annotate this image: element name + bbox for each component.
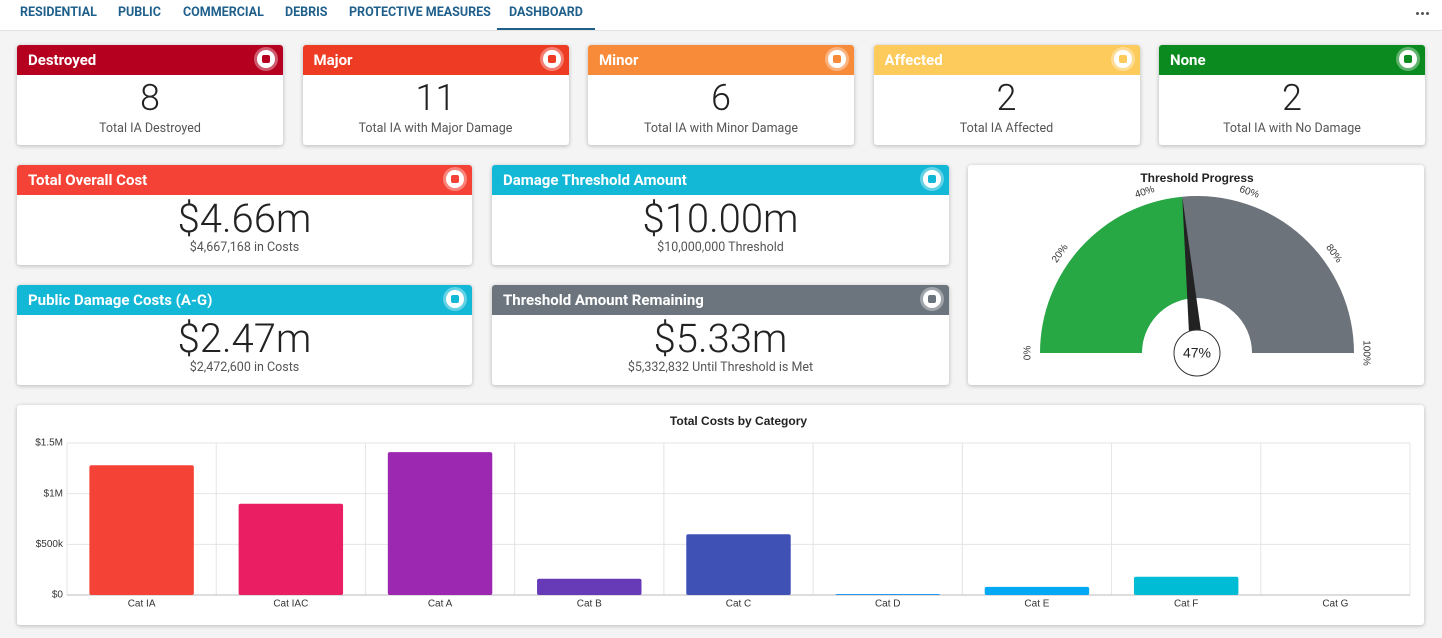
gauge-tick-label: 60%: [1238, 184, 1261, 201]
card-count: 6: [711, 77, 731, 119]
gauge-fill: [1040, 196, 1192, 353]
card-caption: Total IA Destroyed: [99, 121, 201, 136]
x-tick-label: Cat E: [1024, 599, 1049, 610]
card-detail: $10,000,000 Threshold: [657, 240, 784, 255]
card-amount: $10.00m: [642, 195, 799, 242]
card-count: 2: [996, 77, 1017, 119]
card-caption: Total IA with Minor Damage: [643, 121, 799, 136]
bar: [537, 578, 642, 595]
card-title: None: [1170, 51, 1206, 69]
card-title: Major: [313, 51, 353, 69]
card-icon: [257, 50, 275, 68]
chart-title: Total Costs by Category: [670, 414, 807, 428]
card-count: 8: [140, 77, 160, 119]
x-tick-label: Cat G: [1322, 599, 1348, 610]
status-card: Destroyed 8 Total IA Destroyed: [17, 45, 283, 145]
card-icon: [1113, 50, 1132, 68]
tab[interactable]: PUBLIC: [118, 5, 161, 20]
tab[interactable]: RESIDENTIAL: [20, 5, 97, 20]
card-title: Minor: [599, 51, 639, 69]
bar: [89, 465, 194, 595]
card-detail: $4,667,168 in Costs: [189, 240, 300, 255]
card-caption: Total IA Affected: [959, 121, 1054, 136]
card-header: Threshold Amount Remaining: [492, 285, 949, 315]
y-tick-label: $1.5M: [35, 438, 63, 449]
card-header: Damage Threshold Amount: [492, 165, 949, 195]
card-caption: Total IA with No Damage: [1223, 121, 1361, 136]
x-tick-label: Cat IA: [128, 599, 156, 610]
cost-card: Total Overall Cost $4.66m $4,667,168 in Co…: [17, 165, 472, 265]
card-header: Destroyed: [17, 45, 283, 75]
card-count: 2: [1282, 77, 1302, 119]
x-tick-label: Cat A: [428, 599, 453, 610]
card-detail: $5,332,832 Until Threshold is Met: [627, 360, 814, 375]
card-caption: Total IA with Major Damage: [358, 121, 513, 136]
card-header: Total Overall Cost: [17, 165, 472, 195]
card-header: Affected: [873, 45, 1140, 75]
more-menu[interactable]: [1416, 12, 1430, 16]
x-tick-label: Cat C: [726, 599, 752, 610]
card-title: Destroyed: [28, 51, 97, 69]
tab[interactable]: DEBRIS: [285, 5, 328, 20]
card-header: Major: [302, 45, 569, 75]
card-title: Affected: [884, 51, 943, 69]
x-tick-label: Cat IAC: [273, 599, 308, 610]
tab[interactable]: COMMERCIAL: [183, 5, 264, 20]
bar: [1133, 576, 1239, 595]
card-header: None: [1159, 45, 1425, 75]
cost-card: Damage Threshold Amount $10.00m $10,000,00…: [492, 165, 949, 265]
card-icon: [446, 170, 464, 188]
bar: [984, 586, 1090, 595]
card-header: Minor: [588, 45, 854, 75]
y-tick-label: $1M: [44, 488, 63, 499]
card-icon: [542, 50, 561, 68]
status-card: None 2 Total IA with No Damage: [1159, 45, 1425, 145]
x-tick-label: Cat B: [577, 599, 602, 610]
card-icon: [828, 50, 846, 68]
gauge-value: 47%: [1183, 345, 1211, 361]
card-amount: $5.33m: [653, 315, 788, 362]
gauge-needle: [1182, 196, 1204, 354]
x-tick-label: Cat D: [875, 599, 901, 610]
cost-card: Public Damage Costs (A-G) $2.47m $2,472,60…: [17, 285, 472, 385]
cost-card: Threshold Amount Remaining $5.33m $5,332,8…: [492, 285, 949, 385]
card-amount: $2.47m: [177, 315, 312, 362]
gauge-tick-label: 80%: [1323, 242, 1344, 265]
gauge-tick-label: 0%: [1023, 346, 1034, 361]
card-count: 11: [415, 77, 456, 119]
card-header: Public Damage Costs (A-G): [17, 285, 472, 315]
card-icon: [923, 290, 941, 308]
card-title: Total Overall Cost: [28, 171, 148, 189]
status-card: Major 11 Total IA with Major Damage: [302, 45, 569, 145]
card-title: Public Damage Costs (A-G): [28, 291, 213, 309]
status-card: Affected 2 Total IA Affected: [873, 45, 1140, 145]
card-title: Damage Threshold Amount: [503, 171, 687, 189]
gauge-hub: [1173, 329, 1221, 377]
card-icon: [1399, 50, 1417, 68]
x-tick-label: Cat F: [1174, 599, 1198, 610]
card-icon: [446, 290, 464, 308]
chart-svg: Total Costs by Category $0 $500k $1M $1.5M Ca…: [35, 414, 1411, 610]
y-tick-label: $0: [52, 590, 64, 601]
gauge-title: Threshold Progress: [1140, 171, 1254, 185]
gauge-tick-label: 100%: [1360, 340, 1371, 366]
card-amount: $4.66m: [177, 195, 312, 242]
gauge-rest: [1182, 196, 1354, 353]
tab[interactable]: DASHBOARD: [497, 0, 595, 30]
bar: [835, 593, 940, 595]
card-detail: $2,472,600 in Costs: [189, 360, 300, 375]
bar: [238, 503, 344, 595]
y-tick-label: $500k: [36, 539, 64, 550]
tab[interactable]: PROTECTIVE MEASURES: [349, 5, 491, 20]
gauge-svg: Threshold Progress 0% 20% 40% 60% 80% 100% 47%: [1023, 171, 1371, 377]
bar: [686, 534, 791, 595]
card-title: Threshold Amount Remaining: [503, 291, 704, 309]
tab-bar: RESIDENTIAL PUBLIC COMMERCIAL DEBRIS PROTECT…: [0, 0, 1442, 31]
gauge-tick-label: 20%: [1050, 242, 1071, 265]
bar: [387, 452, 493, 595]
card-icon: [923, 170, 941, 188]
gauge-tick-label: 40%: [1134, 184, 1157, 201]
status-card: Minor 6 Total IA with Minor Damage: [588, 45, 854, 145]
